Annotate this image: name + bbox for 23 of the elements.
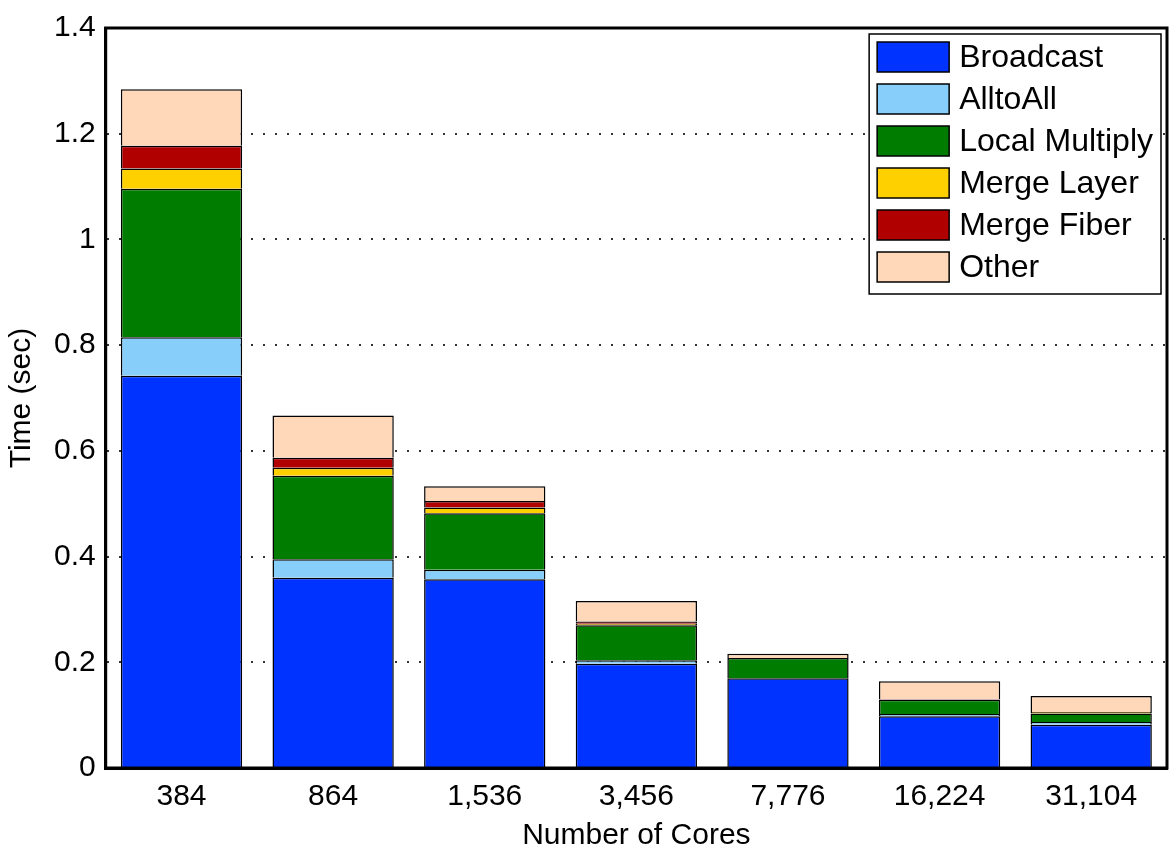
y-axis-title: Time (sec): [3, 327, 37, 469]
x-tick-label: 3,456: [598, 778, 674, 812]
x-axis-title: Number of Cores: [522, 817, 751, 851]
y-tick-label: 1.2: [53, 114, 96, 148]
x-tick-label: 31,104: [1045, 778, 1138, 812]
x-tick-label: 7,776: [750, 778, 826, 812]
y-tick-label: 0.4: [53, 537, 96, 571]
y-tick-label: 0.2: [53, 643, 96, 677]
x-tick-label: 384: [156, 778, 207, 812]
y-tick-label: 0.6: [53, 432, 96, 466]
legend-label: AlltoAll: [959, 79, 1057, 116]
legend-label: Local Multiply: [959, 121, 1153, 158]
y-tick-label: 1.4: [53, 9, 96, 43]
y-tick-label: 0.8: [53, 326, 96, 360]
x-tick-label: 864: [308, 778, 359, 812]
legend-label: Other: [959, 247, 1040, 284]
y-tick-label: 1: [79, 220, 96, 254]
x-tick-label: 16,224: [893, 778, 986, 812]
y-tick-label: 0: [79, 749, 96, 783]
x-tick-label: 1,536: [447, 778, 523, 812]
legend-label: Merge Fiber: [959, 205, 1132, 242]
legend-label: Broadcast: [959, 37, 1104, 74]
legend-label: Merge Layer: [959, 163, 1140, 200]
